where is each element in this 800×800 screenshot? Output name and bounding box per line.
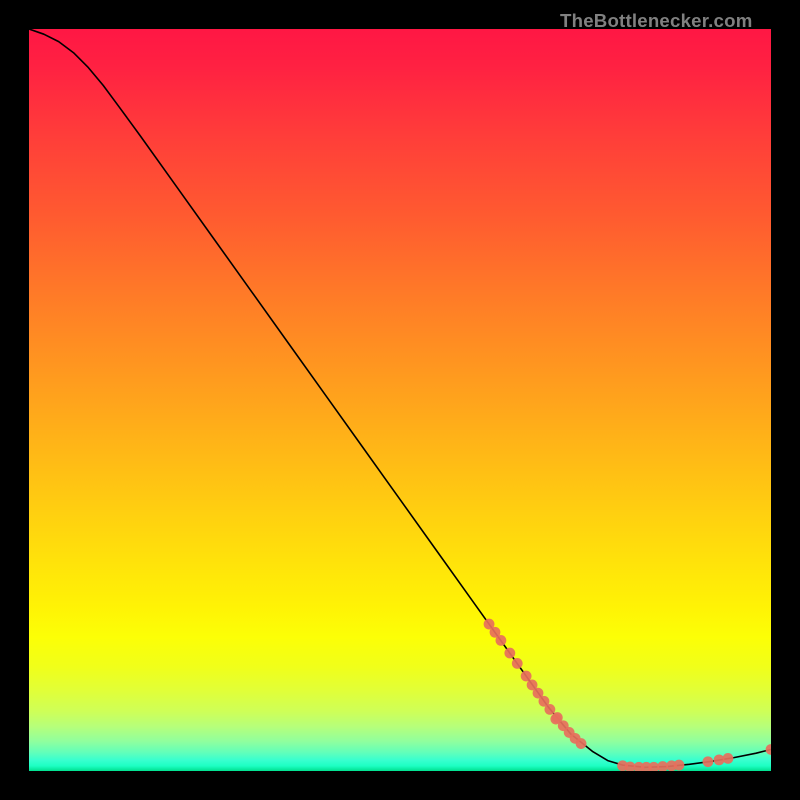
data-marker (723, 753, 734, 764)
data-marker (496, 635, 507, 646)
data-marker (544, 704, 555, 715)
data-marker (674, 760, 685, 771)
data-marker (576, 738, 587, 749)
data-marker (766, 744, 771, 755)
plot-area (29, 29, 771, 771)
chart-overlay (29, 29, 771, 771)
data-marker (512, 658, 523, 669)
stage: TheBottlenecker.com (0, 0, 800, 800)
marker-layer (484, 619, 771, 771)
bottleneck-curve (29, 29, 771, 767)
data-marker (504, 648, 515, 659)
data-marker (521, 671, 532, 682)
data-marker (703, 756, 714, 767)
watermark-label: TheBottlenecker.com (560, 10, 753, 32)
